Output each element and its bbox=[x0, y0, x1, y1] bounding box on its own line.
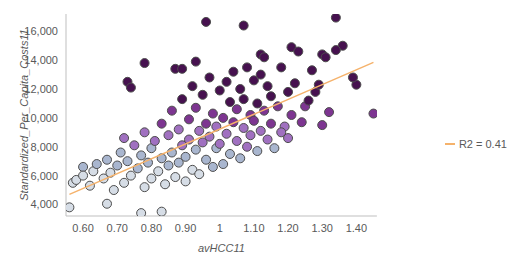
html-text:R2 = 0.415: R2 = 0.415 bbox=[458, 138, 513, 150]
svg-text:0.80: 0.80 bbox=[141, 222, 162, 234]
svg-text:10,000: 10,000 bbox=[24, 111, 58, 124]
svg-text:12,000: 12,000 bbox=[24, 82, 58, 95]
svg-text:1.40: 1.40 bbox=[346, 222, 367, 234]
svg-text:1: 1 bbox=[217, 222, 223, 234]
svg-text:6,000: 6,000 bbox=[30, 170, 58, 182]
svg-text:Standardized_Per_Capita_Costs1: Standardized_Per_Capita_Costs11 bbox=[18, 29, 30, 201]
svg-text:16,000: 16,000 bbox=[24, 25, 58, 38]
svg-text:14,000: 14,000 bbox=[24, 54, 58, 67]
svg-text:0.60: 0.60 bbox=[72, 222, 93, 234]
svg-text:1.20: 1.20 bbox=[277, 222, 298, 234]
svg-text:1.30: 1.30 bbox=[312, 222, 333, 234]
svg-text:avHCC11: avHCC11 bbox=[198, 242, 245, 254]
svg-text:0.90: 0.90 bbox=[175, 222, 196, 234]
svg-text:8,000: 8,000 bbox=[30, 141, 58, 153]
svg-text:4,000: 4,000 bbox=[30, 198, 58, 210]
svg-text:0.70: 0.70 bbox=[107, 222, 128, 234]
svg-text:1.10: 1.10 bbox=[243, 222, 264, 234]
